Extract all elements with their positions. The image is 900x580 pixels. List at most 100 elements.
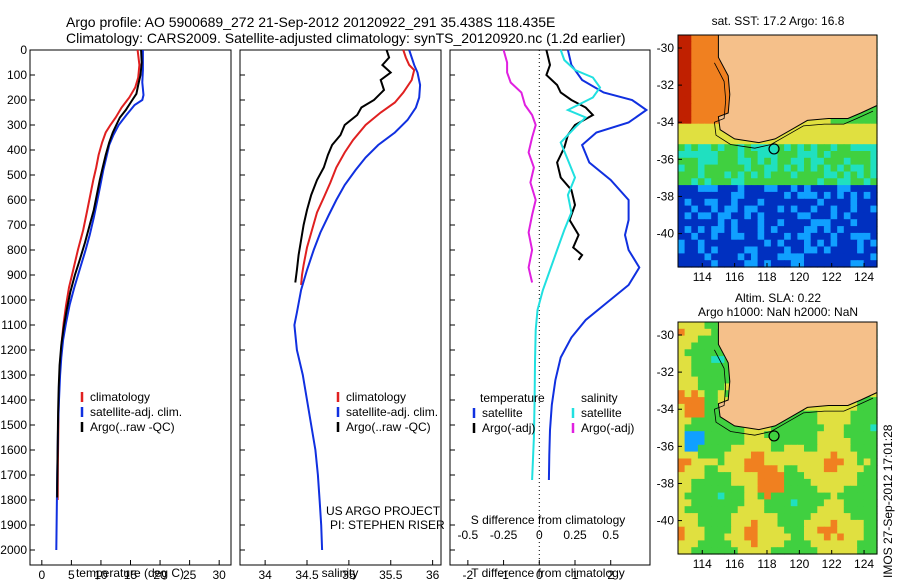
map-cell: [724, 205, 732, 213]
map-cell: [731, 239, 739, 248]
map-cell: [711, 356, 719, 364]
map-cell: [711, 144, 719, 152]
map-cell: [850, 130, 858, 138]
map-cell: [717, 485, 725, 494]
map-cell: [850, 232, 858, 241]
map-cell: [817, 424, 825, 432]
map-cell: [770, 444, 779, 453]
land-mass: [717, 34, 878, 144]
map-cell: [724, 82, 732, 91]
map-cell: [678, 362, 686, 371]
map-cell: [678, 75, 686, 84]
map-cell: [817, 478, 825, 487]
map-cell: [784, 519, 792, 528]
map-cell: [691, 342, 699, 350]
map-cell: [830, 478, 838, 487]
map-cell: [678, 369, 686, 378]
map-x-tick-label: 116: [725, 270, 744, 284]
map-cell: [777, 137, 785, 145]
map-cell: [678, 62, 686, 70]
map-cell: [784, 260, 792, 268]
map-cell: [724, 533, 732, 541]
map-cell: [751, 171, 759, 179]
map-cell: [711, 246, 719, 254]
map-cell: [697, 48, 706, 56]
map-cell: [810, 540, 818, 548]
map-cell: [678, 55, 686, 63]
map-cell: [784, 465, 792, 473]
map-cell: [751, 260, 759, 268]
map-cell: [784, 444, 792, 453]
map-cell: [770, 198, 779, 207]
map-cell: [697, 519, 706, 528]
legend-label: Argo(-adj): [482, 421, 535, 435]
map-cell: [790, 444, 798, 453]
map-cell: [804, 130, 812, 138]
map-cell: [863, 185, 871, 193]
map-cell: [757, 151, 765, 159]
map-cell: [830, 157, 838, 166]
map-cell: [784, 513, 792, 521]
map-cell: [751, 485, 759, 494]
map-cell: [697, 506, 706, 514]
map-cell: [797, 547, 805, 555]
map-cell: [731, 526, 739, 535]
map-cell: [790, 431, 798, 439]
map-cell: [823, 178, 832, 186]
map-cell: [804, 438, 812, 446]
map-cell: [697, 75, 706, 84]
map-cell: [757, 472, 765, 480]
map-cell: [870, 540, 878, 548]
map-cell: [684, 253, 692, 261]
map-cell: [717, 89, 725, 97]
temperature-panel-frame: [29, 49, 232, 566]
map-cell: [724, 444, 732, 453]
map-cell: [837, 232, 845, 241]
map-cell: [697, 130, 706, 138]
map-cell: [737, 472, 745, 480]
map-cell: [857, 144, 865, 152]
map-cell: [830, 472, 838, 480]
map-cell: [764, 151, 772, 159]
map-cell: [691, 212, 699, 220]
map-cell: [704, 123, 712, 132]
map-cell: [784, 198, 792, 207]
map-cell: [810, 492, 818, 500]
map-cell: [744, 178, 752, 186]
map-cell: [717, 376, 725, 384]
s-tick-label: 0: [536, 528, 543, 542]
map-cell: [817, 171, 825, 179]
map-cell: [810, 185, 818, 193]
map-cell: [870, 253, 878, 261]
map-cell: [757, 205, 765, 213]
map-cell: [697, 103, 706, 111]
map-cell: [711, 48, 719, 56]
map-cell: [863, 205, 871, 213]
map-cell: [724, 232, 732, 241]
map-cell: [711, 513, 719, 521]
map-cell: [804, 185, 812, 193]
map-cell: [711, 62, 719, 70]
map-cell: [770, 519, 779, 528]
map-cell: [850, 499, 858, 507]
map-cell: [777, 526, 785, 535]
x-tick-label: 34.5: [295, 568, 319, 580]
map-cell: [837, 485, 845, 494]
map-cell: [857, 472, 865, 480]
map-cell: [737, 492, 745, 500]
map-cell: [810, 465, 818, 473]
map-cell: [711, 191, 719, 200]
map-cell: [691, 451, 699, 459]
map-cell: [804, 431, 812, 439]
map-cell: [717, 465, 725, 473]
map-y-tick-label: -32: [657, 78, 675, 92]
map-cell: [711, 519, 719, 528]
map-cell: [784, 417, 792, 425]
map-cell: [717, 171, 725, 179]
depth-tick-label: 1700: [0, 468, 27, 482]
map-cell: [731, 171, 739, 179]
map-cell: [757, 506, 765, 514]
map-cell: [823, 171, 832, 179]
map-cell: [830, 519, 838, 528]
map-cell: [823, 205, 832, 213]
